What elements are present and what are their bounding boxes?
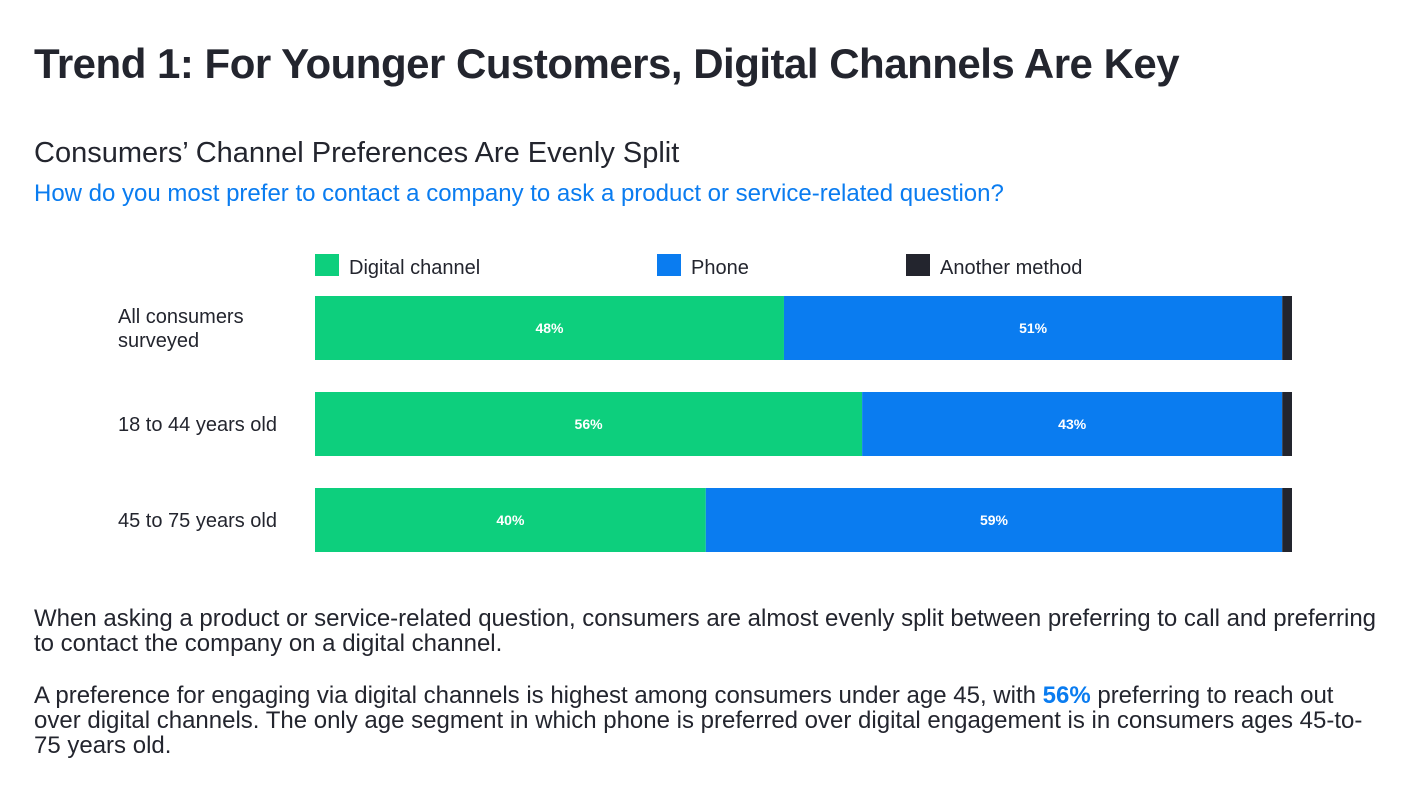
bar-digital-channel-1	[315, 296, 784, 360]
legend-swatch-digital-channel	[315, 254, 339, 276]
summary-paragraph-1: When asking a product or service-related…	[34, 605, 1377, 657]
page-title: Trend 1: For Younger Customers, Digital …	[34, 40, 1180, 87]
highlight-statistic: 56%	[1042, 682, 1091, 709]
bar-digital-channel-2	[315, 392, 863, 456]
bar-label-digital-channel-1: 48%	[535, 320, 564, 336]
bar-another-method-3	[1282, 488, 1292, 552]
bar-another-method-1	[1282, 296, 1292, 360]
legend-label-another-method: Another method	[940, 257, 1082, 279]
bar-phone-3	[705, 488, 1283, 552]
summary-paragraph-2-start: A preference for engaging via digital ch…	[34, 682, 1043, 709]
legend-label-digital-channel: Digital channel	[349, 257, 480, 279]
chart-subtitle: How do you most prefer to contact a comp…	[34, 180, 1004, 207]
summary-paragraph-2: A preference for engaging via digital ch…	[34, 683, 1379, 758]
legend-label-phone: Phone	[691, 257, 749, 279]
bar-label-digital-channel-2: 56%	[575, 416, 604, 432]
category-label-1: All consumers surveyed	[118, 306, 244, 352]
bar-another-method-2	[1282, 392, 1292, 456]
category-label-2: 18 to 44 years old	[118, 414, 277, 436]
legend-swatch-another-method	[906, 254, 930, 276]
bar-phone-1	[783, 296, 1283, 360]
legend-swatch-phone	[657, 254, 681, 276]
summary-paragraph-2-end: preferring to reach out over digital cha…	[34, 682, 1363, 759]
category-label-3: 45 to 75 years old	[118, 510, 277, 532]
bar-label-digital-channel-3: 40%	[496, 512, 525, 528]
bar-label-phone-1: 51%	[1019, 320, 1048, 336]
bar-label-phone-2: 43%	[1058, 416, 1087, 432]
chart-title: Consumers’ Channel Preferences Are Evenl…	[34, 137, 680, 169]
bar-digital-channel-3	[315, 488, 706, 552]
bar-label-phone-3: 59%	[980, 512, 1009, 528]
bar-phone-2	[862, 392, 1283, 456]
